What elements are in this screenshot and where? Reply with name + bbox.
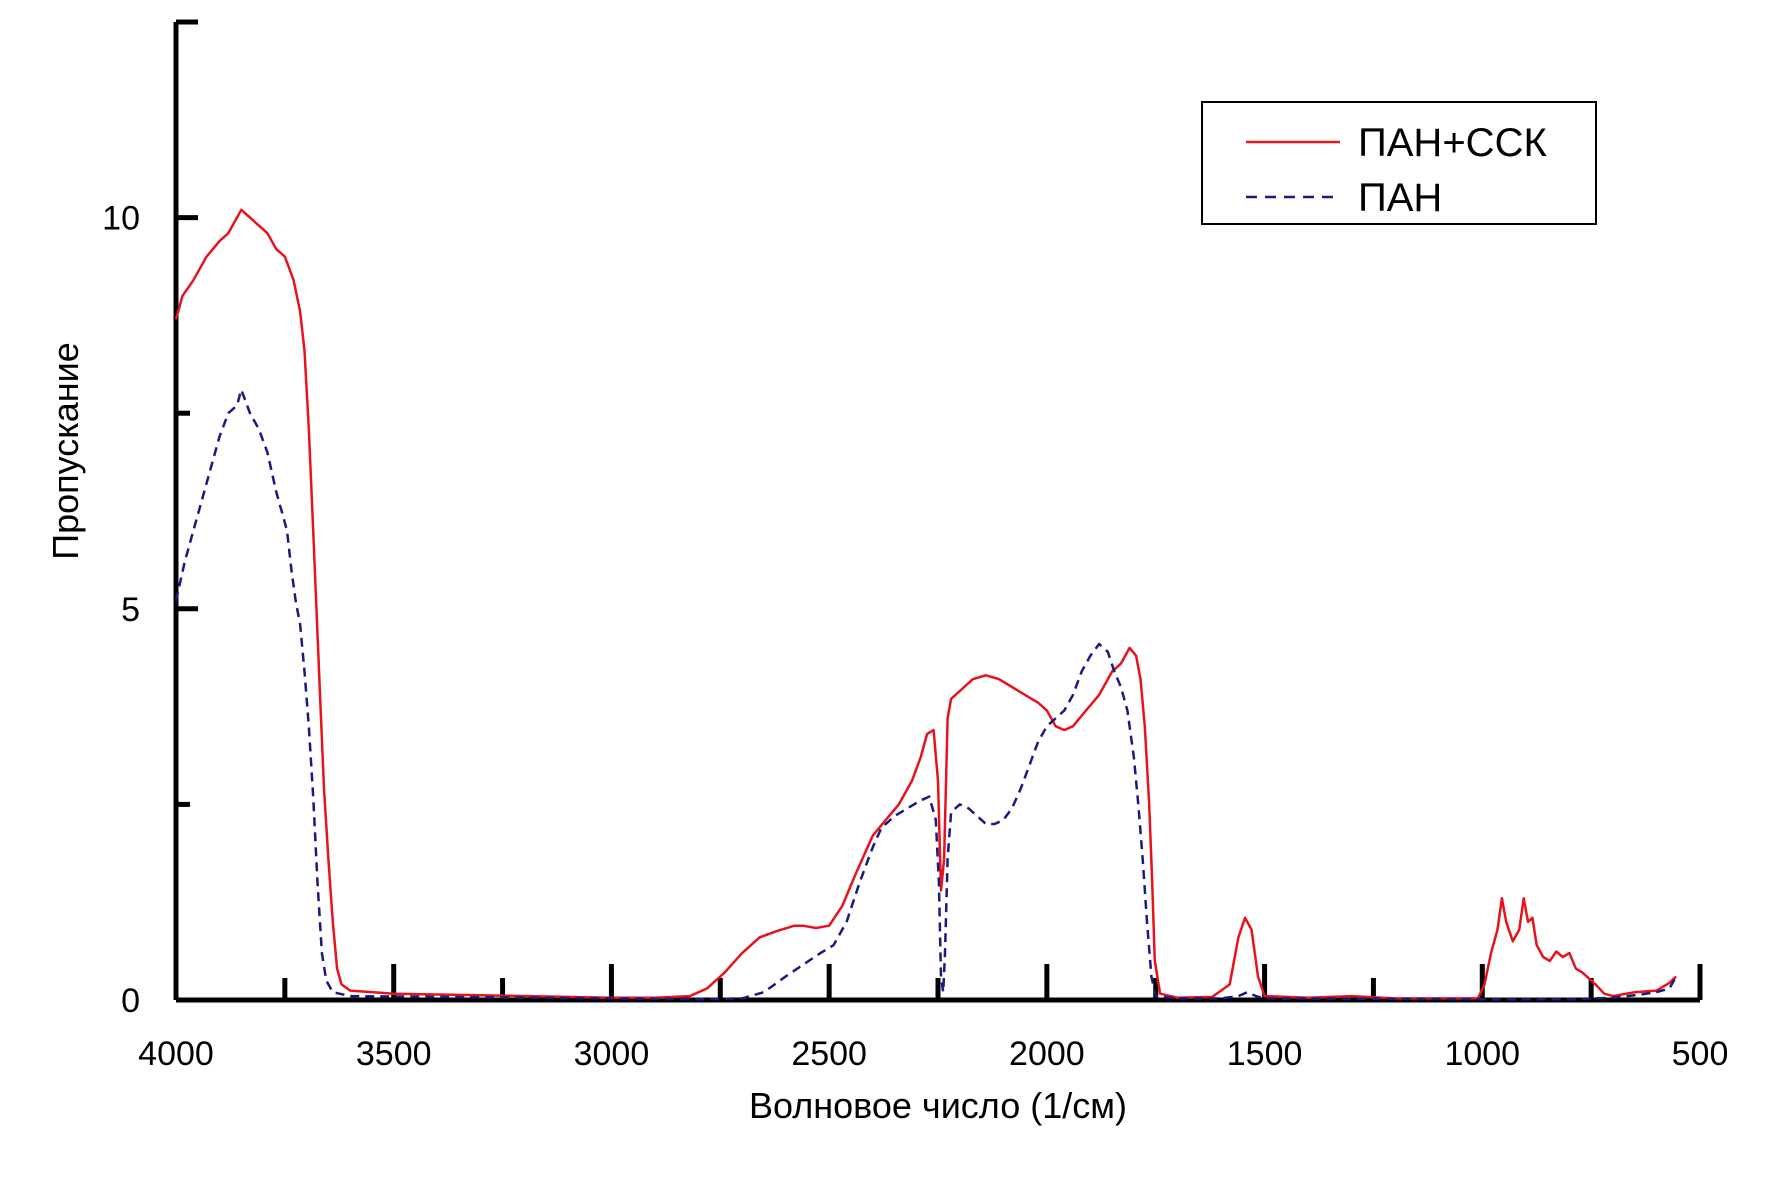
series-line-2 xyxy=(174,388,1678,1001)
legend-box xyxy=(1201,101,1597,225)
x-axis: 4000 3500 3000 2500 2000 1500 1000 500 xyxy=(138,964,1728,1073)
y-axis: 0 5 10 xyxy=(102,19,198,1020)
x-tick-label: 2000 xyxy=(1009,1035,1085,1073)
y-tick-label: 5 xyxy=(121,591,140,629)
y-tick-labels: 0 5 10 xyxy=(102,200,140,1020)
x-tick-label: 2500 xyxy=(791,1035,867,1073)
legend-entries: ПАН+ССК ПАН xyxy=(1246,121,1547,220)
y-ticks xyxy=(176,19,198,807)
series-line-1 xyxy=(174,208,1677,1000)
y-tick-label: 10 xyxy=(102,200,140,238)
legend-label-1: ПАН+ССК xyxy=(1358,121,1547,165)
y-axis-title: Пропускание xyxy=(45,342,86,560)
x-tick-label: 1500 xyxy=(1227,1035,1303,1073)
legend-label-2: ПАН xyxy=(1358,176,1442,220)
x-tick-label: 500 xyxy=(1672,1035,1729,1073)
y-tick-label: 0 xyxy=(121,982,140,1020)
x-tick-label: 3500 xyxy=(356,1035,432,1073)
x-tick-label: 4000 xyxy=(138,1035,214,1073)
x-axis-title: Волновое число (1/см) xyxy=(749,1085,1127,1126)
x-tick-label: 1000 xyxy=(1444,1035,1520,1073)
series-lines xyxy=(174,208,1678,1001)
x-tick-labels: 4000 3500 3000 2500 2000 1500 1000 500 xyxy=(138,1035,1728,1073)
legend: ПАН+ССК ПАН xyxy=(1201,101,1597,225)
x-tick-label: 3000 xyxy=(574,1035,650,1073)
